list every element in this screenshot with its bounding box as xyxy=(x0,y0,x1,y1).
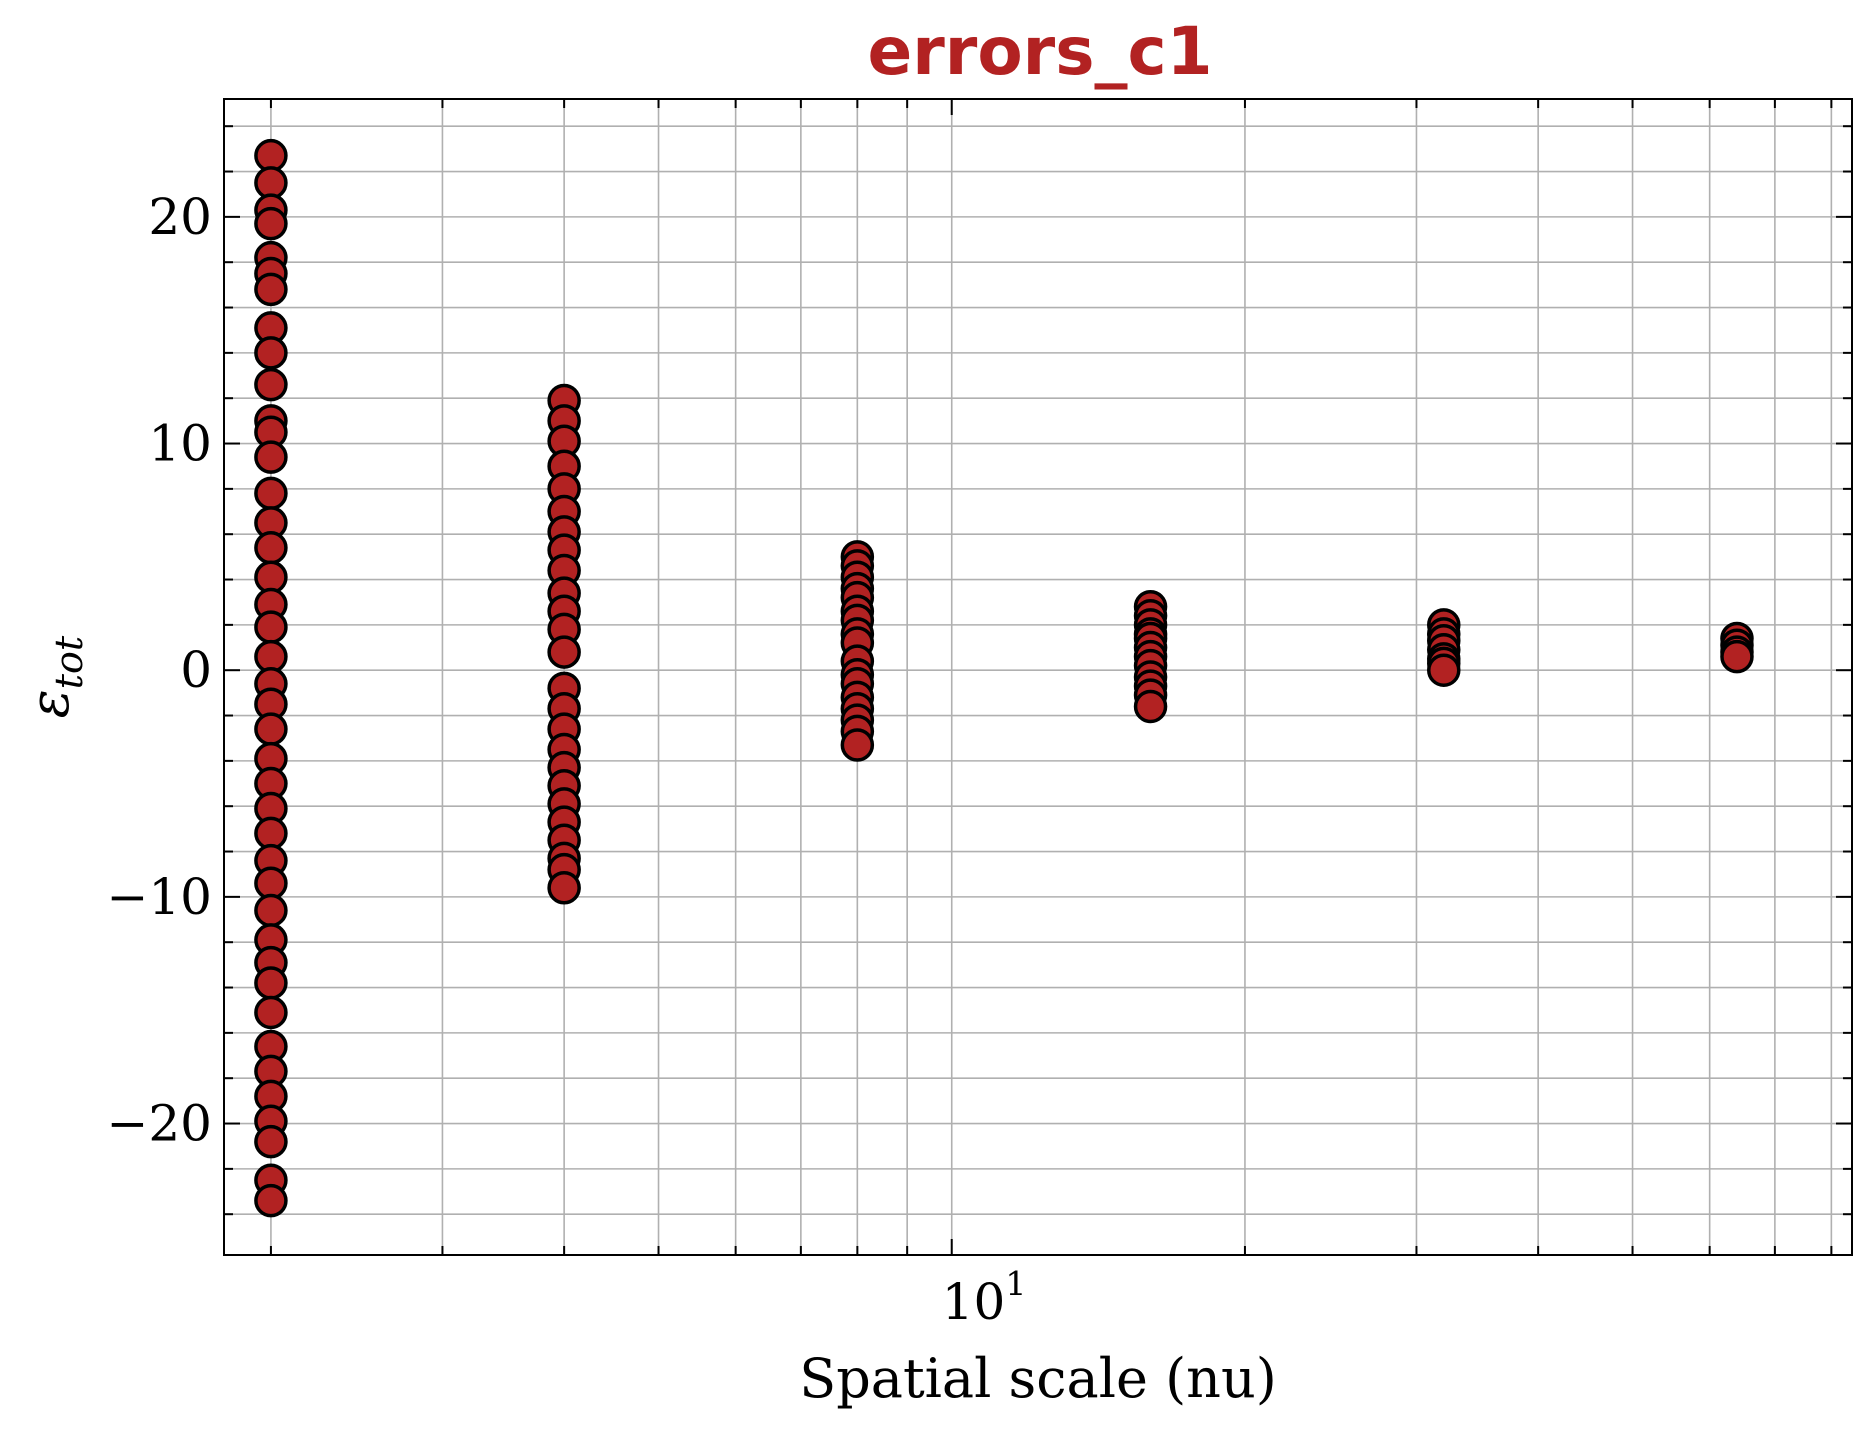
x-axis-label: Spatial scale (nu) xyxy=(799,1347,1277,1410)
plot-frame xyxy=(223,98,1853,1256)
y-tick-labels: −20 −10 0 10 20 xyxy=(106,188,212,1153)
data-point xyxy=(1427,653,1461,687)
data-point xyxy=(254,712,288,746)
y-tick-label: 10 xyxy=(148,415,212,473)
data-point xyxy=(254,893,288,928)
data-point xyxy=(254,1183,288,1218)
data-points xyxy=(254,138,1754,1218)
y-tick-label: 20 xyxy=(148,188,212,246)
y-tick-label: −20 xyxy=(106,1095,212,1153)
y-axis-label: εtot xyxy=(18,635,91,718)
chart-title: errors_c1 xyxy=(867,13,1212,90)
data-point xyxy=(254,206,288,241)
data-point xyxy=(254,367,288,402)
grid-layer xyxy=(224,99,1852,1255)
data-point xyxy=(254,476,288,511)
data-point xyxy=(1720,639,1754,674)
data-point xyxy=(840,728,875,762)
y-tick-label: 0 xyxy=(180,641,212,699)
data-point xyxy=(254,272,288,307)
data-point xyxy=(254,1124,288,1159)
y-tick-label: −10 xyxy=(106,868,212,926)
data-point xyxy=(254,531,288,565)
data-point xyxy=(254,336,288,370)
data-point xyxy=(1133,689,1168,724)
data-point xyxy=(547,871,581,905)
data-point xyxy=(547,635,581,669)
tick-layer xyxy=(224,99,1852,1255)
data-point xyxy=(254,440,288,474)
data-point xyxy=(254,995,288,1030)
data-point xyxy=(254,610,288,644)
data-point xyxy=(254,966,288,1000)
x-tick-label: 101 xyxy=(942,1264,1027,1331)
